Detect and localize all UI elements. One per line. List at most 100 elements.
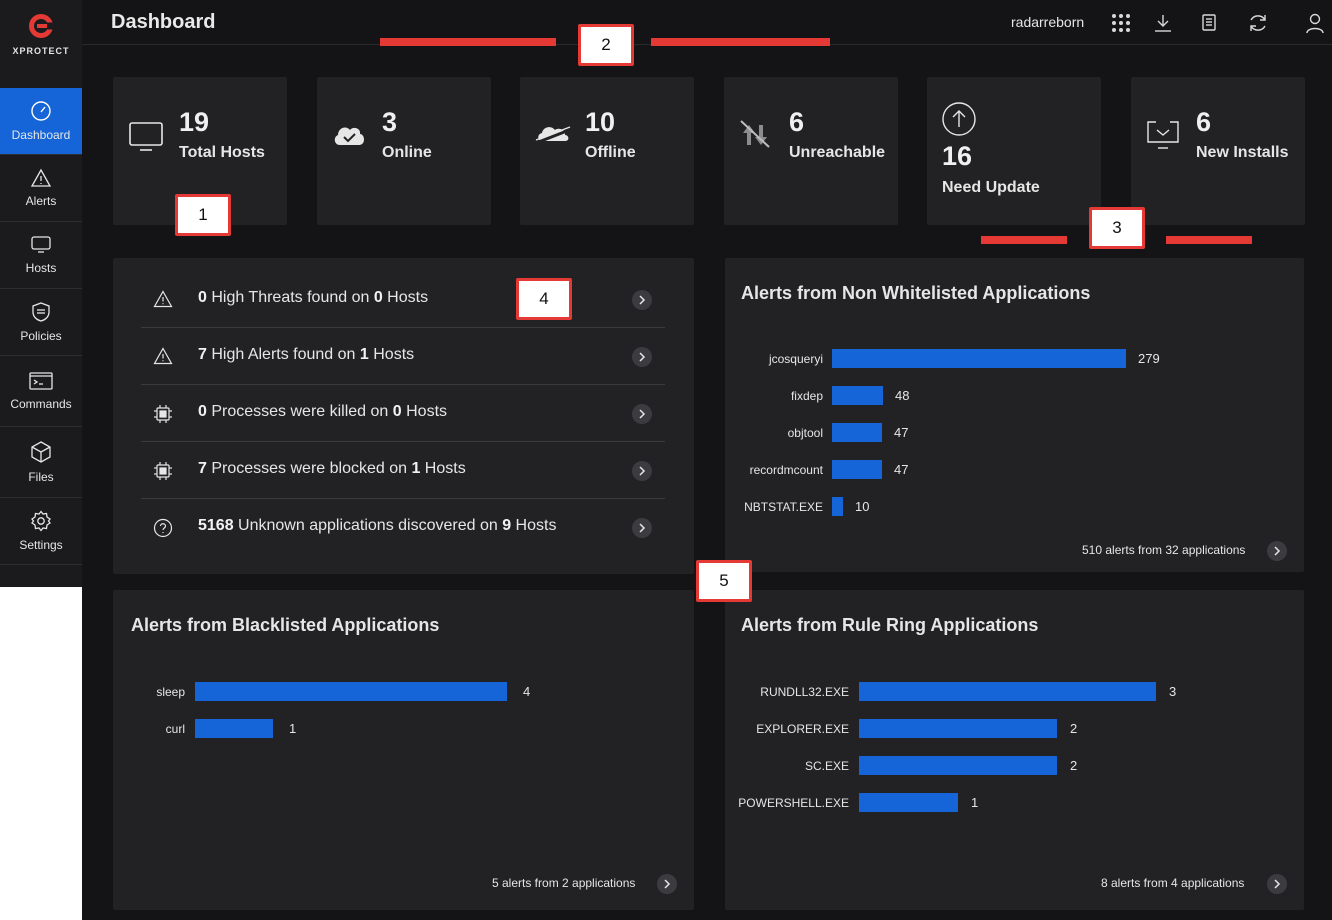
bar[interactable] [832,386,883,405]
terminal-icon [29,372,53,390]
bar[interactable] [832,423,882,442]
sidebar-item-policies[interactable]: Policies [0,289,82,356]
chart-footer-link[interactable]: 510 alerts from 32 applications [1082,543,1246,557]
summary-row-processes-killed[interactable]: 0 Processes were killed on 0 Hosts [141,385,665,442]
sidebar-item-settings[interactable]: Settings [0,498,82,565]
chart-footer-link[interactable]: 8 alerts from 4 applications [1101,876,1245,890]
sidebar-item-files[interactable]: Files [0,427,82,498]
summary-row-unknown-apps[interactable]: 5168 Unknown applications discovered on … [141,499,665,556]
bar-label: curl [165,722,185,736]
sidebar-item-label: Hosts [25,261,57,275]
sidebar-item-label: Alerts [25,194,57,208]
summary-row-processes-blocked[interactable]: 7 Processes were blocked on 1 Hosts [141,442,665,499]
document-icon[interactable] [1198,12,1220,34]
stat-label: Total Hosts [179,144,265,161]
stat-value: 16 [942,141,973,171]
chevron-right-icon[interactable] [632,404,652,424]
bar[interactable] [859,719,1057,738]
chevron-right-icon[interactable] [632,518,652,538]
chevron-right-icon[interactable] [657,874,677,894]
bar-value-label: 279 [1138,351,1160,366]
stat-card-online[interactable]: 3 Online [317,77,491,225]
bar-label: sleep [156,685,185,699]
bar-row: SC.EXE 2 [725,756,1285,776]
annotation-line [1166,236,1252,244]
bar-row: EXPLORER.EXE 2 [725,719,1285,739]
summary-row-high-threats[interactable]: 0 High Threats found on 0 Hosts [141,271,665,328]
sidebar-item-commands[interactable]: Commands [0,356,82,427]
summary-row-high-alerts[interactable]: 7 High Alerts found on 1 Hosts [141,328,665,385]
bar-row: RUNDLL32.EXE 3 [725,682,1285,702]
page-title: Dashboard [111,11,216,33]
bar-row: curl 1 [113,719,673,739]
apps-grid-icon[interactable] [1110,12,1132,34]
sidebar-item-hosts[interactable]: Hosts [0,222,82,289]
bar-value-label: 1 [289,721,297,736]
bar[interactable] [859,756,1057,775]
bar-label: fixdep [790,389,823,403]
summary-text: 7 High Alerts found on 1 Hosts [198,346,415,363]
cloud-check-icon [334,127,364,145]
bar-label: recordmcount [749,463,823,477]
sidebar-item-alerts[interactable]: Alerts [0,155,82,222]
cloud-off-icon [535,126,573,145]
summary-text: 5168 Unknown applications discovered on … [198,517,557,534]
brand-name: XPROTECT [12,46,70,56]
summary-text: 0 Processes were killed on 0 Hosts [198,403,448,420]
stat-card-need-update[interactable]: 16 Need Update [927,77,1101,225]
chevron-right-icon[interactable] [1267,541,1287,561]
warning-icon [153,347,173,365]
annotation-callout-4: 4 [516,278,572,320]
annotation-callout-1: 1 [175,194,231,236]
chevron-right-icon[interactable] [632,347,652,367]
refresh-icon[interactable] [1247,12,1269,34]
bar-row: jcosqueryi 279 [725,349,1285,369]
summary-panel: 0 High Threats found on 0 Hosts 7 High A… [113,258,694,574]
shield-icon [32,302,50,322]
username[interactable]: radarreborn [1011,14,1085,30]
annotation-line [380,38,556,46]
stat-value: 10 [585,107,616,137]
bar-row: NBTSTAT.EXE 10 [725,497,1285,517]
main-content: Dashboard radarreborn [82,0,1332,920]
warning-icon [30,168,52,187]
bar[interactable] [832,497,843,516]
bar[interactable] [859,793,958,812]
bar-value-label: 48 [895,388,910,403]
stat-card-offline[interactable]: 10 Offline [520,77,694,225]
bar-value-label: 2 [1070,758,1078,773]
bar[interactable] [195,682,507,701]
summary-text: 7 Processes were blocked on 1 Hosts [198,460,466,477]
monitor-icon [129,122,163,151]
app-logo[interactable]: XPROTECT [0,0,82,88]
stat-label: New Installs [1196,144,1289,161]
sidebar-item-label: Policies [20,329,62,343]
sidebar-item-dashboard[interactable]: Dashboard [0,88,82,155]
install-icon [1147,121,1179,149]
user-icon[interactable] [1304,12,1326,34]
bar-label: POWERSHELL.EXE [738,796,849,810]
warning-icon [153,290,173,308]
chart-title: Alerts from Blacklisted Applications [131,615,440,635]
download-icon[interactable] [1152,12,1174,34]
bar-row: sleep 4 [113,682,673,702]
chart-footer-link[interactable]: 5 alerts from 2 applications [492,876,636,890]
bar[interactable] [859,682,1156,701]
gauge-icon [31,101,51,121]
stat-label: Need Update [942,179,1040,196]
chip-icon [154,405,172,423]
stat-label: Unreachable [789,144,886,161]
bar[interactable] [832,349,1126,368]
chevron-right-icon[interactable] [632,461,652,481]
bar-label: jcosqueryi [768,352,823,366]
stat-card-new-installs[interactable]: 6 New Installs [1131,77,1305,225]
bar[interactable] [195,719,273,738]
chart-title: Alerts from Non Whitelisted Applications [741,283,1091,303]
bar[interactable] [832,460,882,479]
stat-value: 6 [789,107,805,137]
stat-card-unreachable[interactable]: 6 Unreachable [724,77,898,225]
bar-label: SC.EXE [804,759,849,773]
chevron-right-icon[interactable] [632,290,652,310]
chevron-right-icon[interactable] [1267,874,1287,894]
annotation-callout-2: 2 [578,24,634,66]
